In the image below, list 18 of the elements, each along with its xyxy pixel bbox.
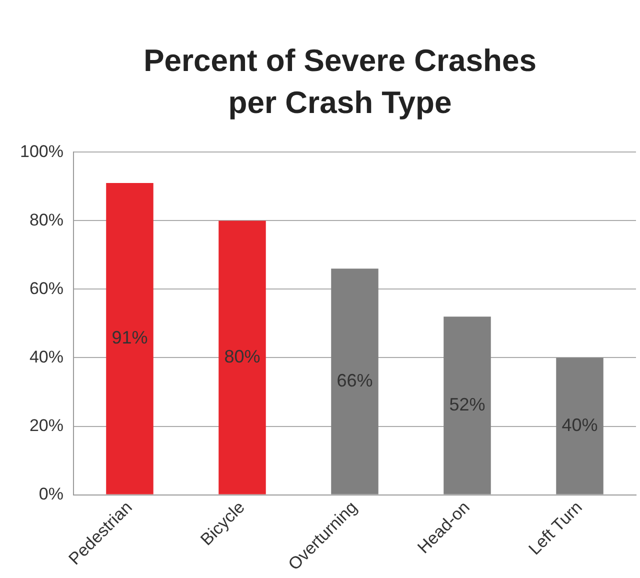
bar: [444, 316, 491, 494]
y-tick-label: 20%: [29, 416, 64, 435]
data-label: 52%: [449, 394, 486, 414]
data-label: 40%: [562, 414, 598, 435]
y-tick-label: 40%: [29, 347, 64, 366]
bar: [106, 183, 154, 494]
chart-title: Percent of Severe Crashes per Crash Type: [142, 42, 538, 122]
y-tick-label: 100%: [20, 142, 64, 161]
y-tick-label: 60%: [29, 278, 64, 298]
x-tick-label: Left Turn: [525, 498, 586, 559]
data-label: 91%: [112, 328, 148, 348]
bar: [556, 358, 604, 494]
bar: [331, 268, 378, 494]
y-tick-label: 80%: [29, 210, 64, 230]
y-tick-label: 0%: [38, 484, 64, 504]
data-label: 80%: [224, 346, 260, 366]
data-label: 66%: [336, 370, 373, 390]
bar: [218, 220, 266, 494]
